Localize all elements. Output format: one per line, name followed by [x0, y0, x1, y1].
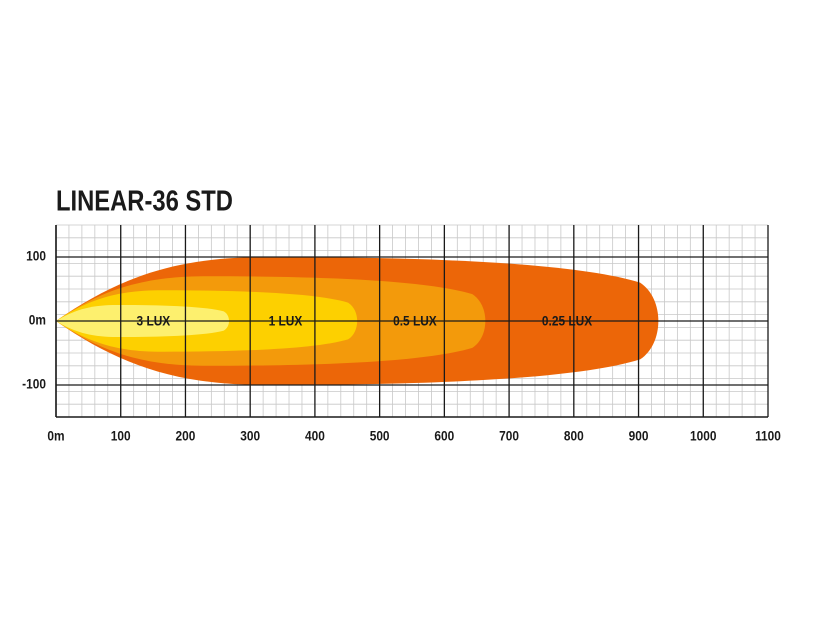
x-tick-label: 400: [305, 428, 325, 444]
x-tick-label: 900: [629, 428, 649, 444]
x-tick-label: 800: [564, 428, 584, 444]
y-tick-label: 100: [26, 248, 46, 264]
x-tick-label: 1000: [690, 428, 716, 444]
x-tick-label: 300: [240, 428, 260, 444]
y-tick-label: 0m: [29, 312, 46, 328]
x-tick-label: 600: [434, 428, 454, 444]
x-tick-label: 700: [499, 428, 519, 444]
y-tick-label: -100: [22, 376, 46, 392]
x-tick-label: 200: [176, 428, 196, 444]
x-tick-label: 1100: [755, 428, 781, 444]
x-tick-label: 500: [370, 428, 390, 444]
x-tick-label: 0m: [47, 428, 64, 444]
x-tick-label: 100: [111, 428, 131, 444]
chart-title: LINEAR-36 STD: [56, 184, 233, 217]
